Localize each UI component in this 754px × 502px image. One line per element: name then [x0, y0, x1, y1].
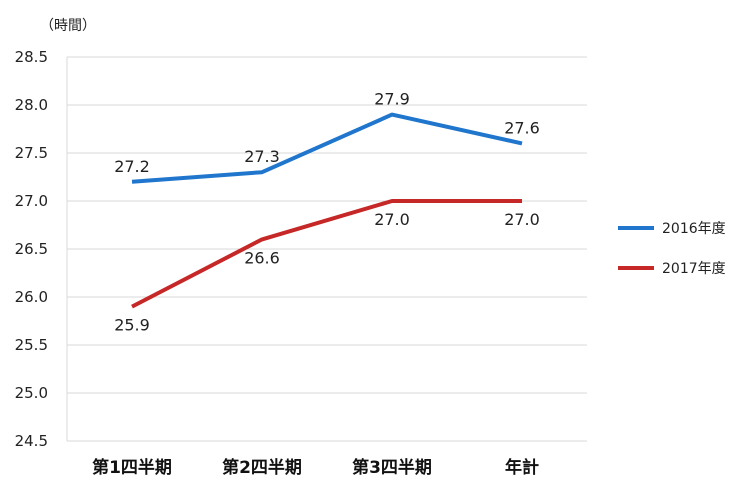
data-label: 27.6	[504, 118, 540, 137]
data-label: 27.9	[374, 90, 410, 109]
y-tick-label: 27.5	[15, 144, 48, 162]
y-tick-label: 26.0	[15, 288, 48, 306]
y-tick-label: 25.0	[15, 384, 48, 402]
y-tick-label: 27.0	[15, 192, 48, 210]
data-label: 26.6	[244, 248, 280, 267]
y-tick-label: 24.5	[15, 432, 48, 450]
y-tick-label: 28.5	[15, 48, 48, 66]
data-label: 27.0	[374, 210, 410, 229]
data-label: 27.2	[114, 157, 150, 176]
y-tick-label: 26.5	[15, 240, 48, 258]
x-tick-label: 第1四半期	[92, 457, 172, 478]
y-tick-label: 28.0	[15, 96, 48, 114]
y-axis-unit-label: （時間）	[40, 18, 96, 34]
data-label: 25.9	[114, 316, 150, 335]
y-tick-label: 25.5	[15, 336, 48, 354]
data-label: 27.0	[504, 210, 540, 229]
x-tick-label: 第2四半期	[222, 457, 302, 478]
legend-label-2: 2017年度	[662, 261, 726, 277]
data-label: 27.3	[244, 147, 280, 166]
legend-label-1: 2016年度	[662, 221, 726, 237]
x-tick-label: 第3四半期	[352, 457, 432, 478]
series-line-1	[131, 112, 523, 184]
x-tick-label: 年計	[505, 457, 539, 478]
series-line-2	[131, 199, 522, 309]
